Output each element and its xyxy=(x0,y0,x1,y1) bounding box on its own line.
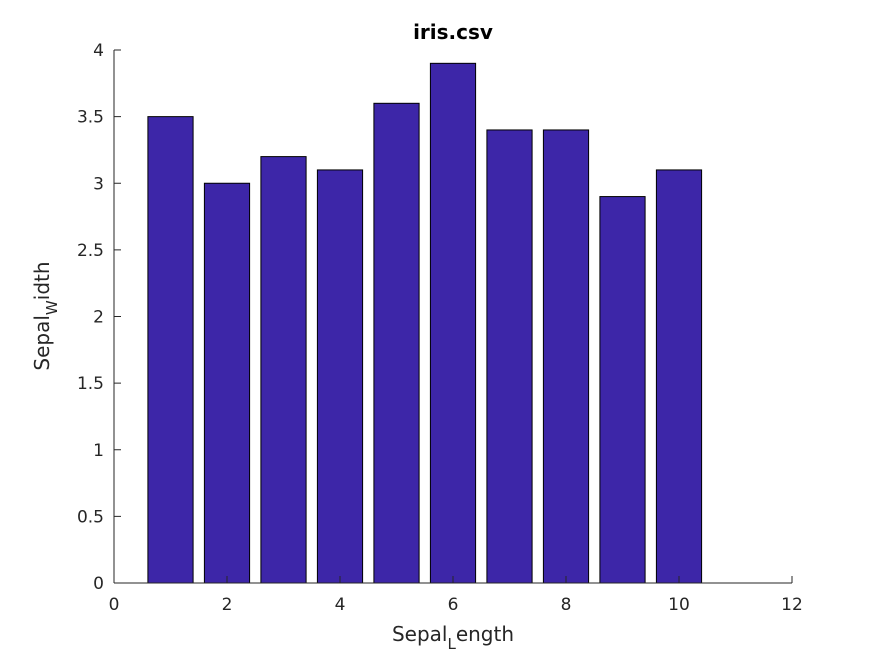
y-tick-label: 2 xyxy=(93,308,104,328)
bar-10 xyxy=(655,169,703,584)
x-axis-label-sub: L xyxy=(447,635,456,653)
y-ticks-group: 0 0.5 1 1.5 2 2.5 3 3.5 4 xyxy=(77,41,121,594)
x-tick-label: 12 xyxy=(781,595,803,615)
x-tick-label: 2 xyxy=(222,595,233,615)
bars-group xyxy=(147,62,703,584)
y-tick-label: 1.5 xyxy=(77,374,104,394)
bar-7 xyxy=(486,129,533,584)
y-tick-label: 4 xyxy=(93,41,104,61)
bar-4 xyxy=(316,169,364,584)
y-tick-label: 3.5 xyxy=(77,108,104,128)
x-axis-label-rest: ength xyxy=(456,622,514,646)
x-axis-label: SepalLength xyxy=(392,622,514,653)
bar-3 xyxy=(260,156,307,584)
chart-title: iris.csv xyxy=(413,20,493,44)
bar-5 xyxy=(373,102,420,584)
y-tick-label: 3 xyxy=(93,174,104,194)
bar-2 xyxy=(203,182,251,584)
y-tick-label: 0 xyxy=(93,574,104,594)
x-tick-label: 4 xyxy=(335,595,346,615)
x-ticks-group: 0 2 4 6 8 10 12 xyxy=(109,576,803,615)
x-tick-label: 10 xyxy=(668,595,690,615)
bar-6 xyxy=(429,62,477,584)
bar-9 xyxy=(599,196,646,584)
y-axis-label: SepalWidth xyxy=(30,261,61,370)
x-tick-label: 8 xyxy=(561,595,572,615)
x-tick-label: 6 xyxy=(448,595,459,615)
y-axis-label-base: Sepal xyxy=(30,315,54,371)
y-tick-label: 1 xyxy=(93,441,104,461)
bar-8 xyxy=(542,129,590,584)
x-tick-label: 0 xyxy=(109,595,120,615)
y-axis-label-sub: W xyxy=(43,300,61,315)
y-tick-label: 2.5 xyxy=(77,241,104,261)
x-axis-label-base: Sepal xyxy=(392,622,448,646)
bar-1 xyxy=(147,116,194,584)
y-axis-label-rest: idth xyxy=(30,261,54,300)
y-tick-label: 0.5 xyxy=(77,507,104,527)
